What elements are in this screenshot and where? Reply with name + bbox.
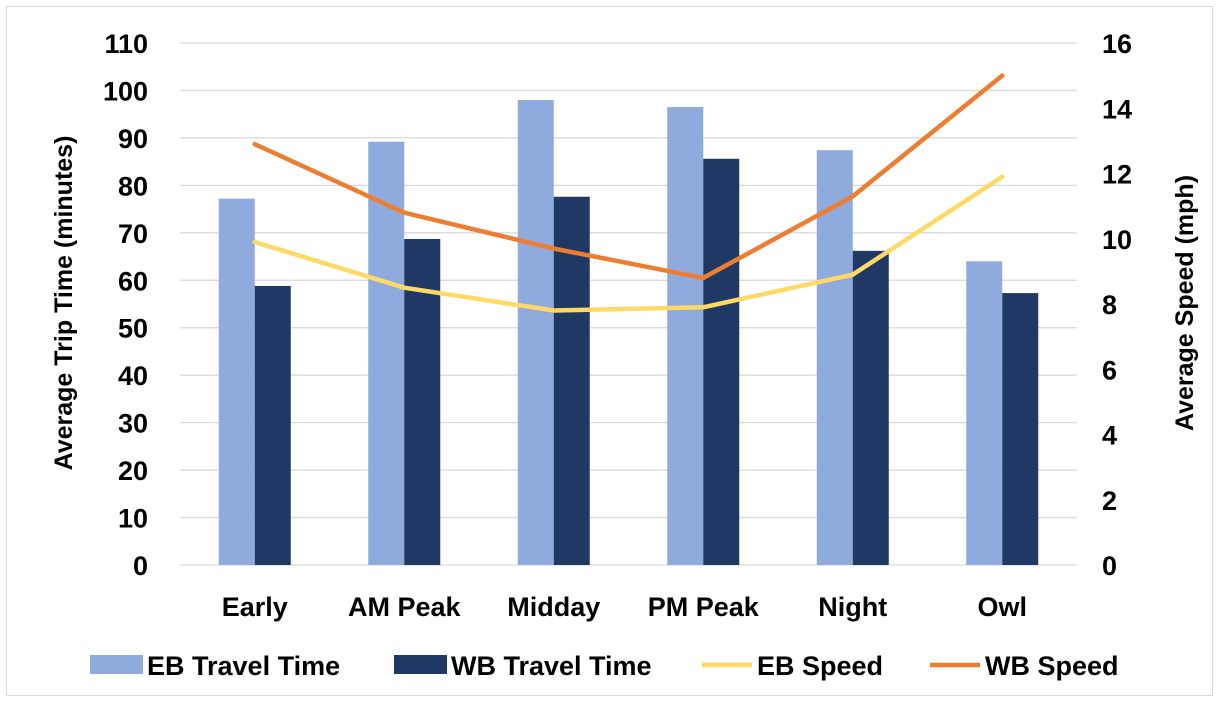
y-tick-label: 50 bbox=[118, 314, 148, 344]
y-tick-label: 110 bbox=[104, 29, 148, 59]
bar-eb-travel-time bbox=[816, 150, 853, 566]
y2-tick-label: 14 bbox=[1102, 94, 1132, 124]
legend-swatch-wb-travel-time bbox=[394, 655, 447, 674]
y-tick-label: 40 bbox=[118, 361, 148, 391]
gridlines bbox=[180, 42, 1077, 566]
y2-tick-label: 12 bbox=[1102, 160, 1132, 190]
y-tick-label: 0 bbox=[133, 551, 148, 581]
x-tick-label: AM Peak bbox=[348, 592, 462, 622]
y-tick-label: 10 bbox=[118, 504, 148, 534]
legend-label-eb-travel-time: EB Travel Time bbox=[147, 651, 340, 681]
y-axis-title: Average Trip Time (minutes) bbox=[50, 136, 78, 471]
bar-eb-travel-time bbox=[966, 261, 1003, 565]
y-axis-ticks: 0 10 20 30 40 50 60 70 80 90 100 110 bbox=[103, 29, 148, 581]
x-tick-label: Midday bbox=[507, 592, 600, 622]
bar-wb-travel-time bbox=[852, 250, 889, 566]
bars bbox=[218, 99, 1039, 566]
y-tick-label: 60 bbox=[118, 266, 148, 296]
x-tick-label: Early bbox=[222, 592, 288, 622]
legend-label-eb-speed: EB Speed bbox=[757, 651, 883, 681]
x-tick-label: Owl bbox=[977, 592, 1027, 622]
x-tick-label: PM Peak bbox=[648, 592, 760, 622]
line-wb-speed bbox=[252, 73, 1005, 281]
bar-wb-travel-time bbox=[703, 158, 740, 565]
y-tick-label: 30 bbox=[118, 409, 148, 439]
y-tick-label: 80 bbox=[118, 171, 148, 201]
y2-tick-label: 6 bbox=[1102, 355, 1117, 385]
x-axis-ticks: Early AM Peak Midday PM Peak Night Owl bbox=[222, 592, 1027, 622]
x-tick-label: Night bbox=[818, 592, 887, 622]
bar-eb-travel-time bbox=[218, 198, 255, 565]
y-tick-label: 90 bbox=[118, 124, 148, 154]
legend-label-wb-speed: WB Speed bbox=[985, 651, 1119, 681]
y2-tick-label: 4 bbox=[1102, 421, 1117, 451]
y2-axis-ticks: 0 2 4 6 8 10 12 14 16 bbox=[1102, 29, 1132, 581]
legend-label-wb-travel-time: WB Travel Time bbox=[451, 651, 652, 681]
y-tick-label: 100 bbox=[103, 76, 148, 106]
bar-eb-travel-time bbox=[667, 107, 704, 566]
y-tick-label: 20 bbox=[118, 456, 148, 486]
bar-wb-travel-time bbox=[553, 196, 590, 565]
bar-wb-travel-time bbox=[1002, 293, 1039, 565]
bar-wb-travel-time bbox=[254, 285, 291, 565]
speed-lines bbox=[252, 73, 1005, 313]
y2-axis-title: Average Speed (mph) bbox=[1171, 175, 1199, 431]
legend-swatch-eb-travel-time bbox=[90, 655, 143, 674]
y2-tick-label: 2 bbox=[1102, 486, 1117, 516]
line-eb-speed bbox=[252, 174, 1005, 313]
bar-eb-travel-time bbox=[517, 99, 554, 565]
y2-tick-label: 0 bbox=[1102, 551, 1117, 581]
y2-tick-label: 8 bbox=[1102, 290, 1117, 320]
y2-tick-label: 10 bbox=[1102, 225, 1132, 255]
y-tick-label: 70 bbox=[118, 219, 148, 249]
y2-tick-label: 16 bbox=[1102, 29, 1132, 59]
legend: EB Travel Time WB Travel Time EB Speed WB S… bbox=[90, 651, 1119, 681]
